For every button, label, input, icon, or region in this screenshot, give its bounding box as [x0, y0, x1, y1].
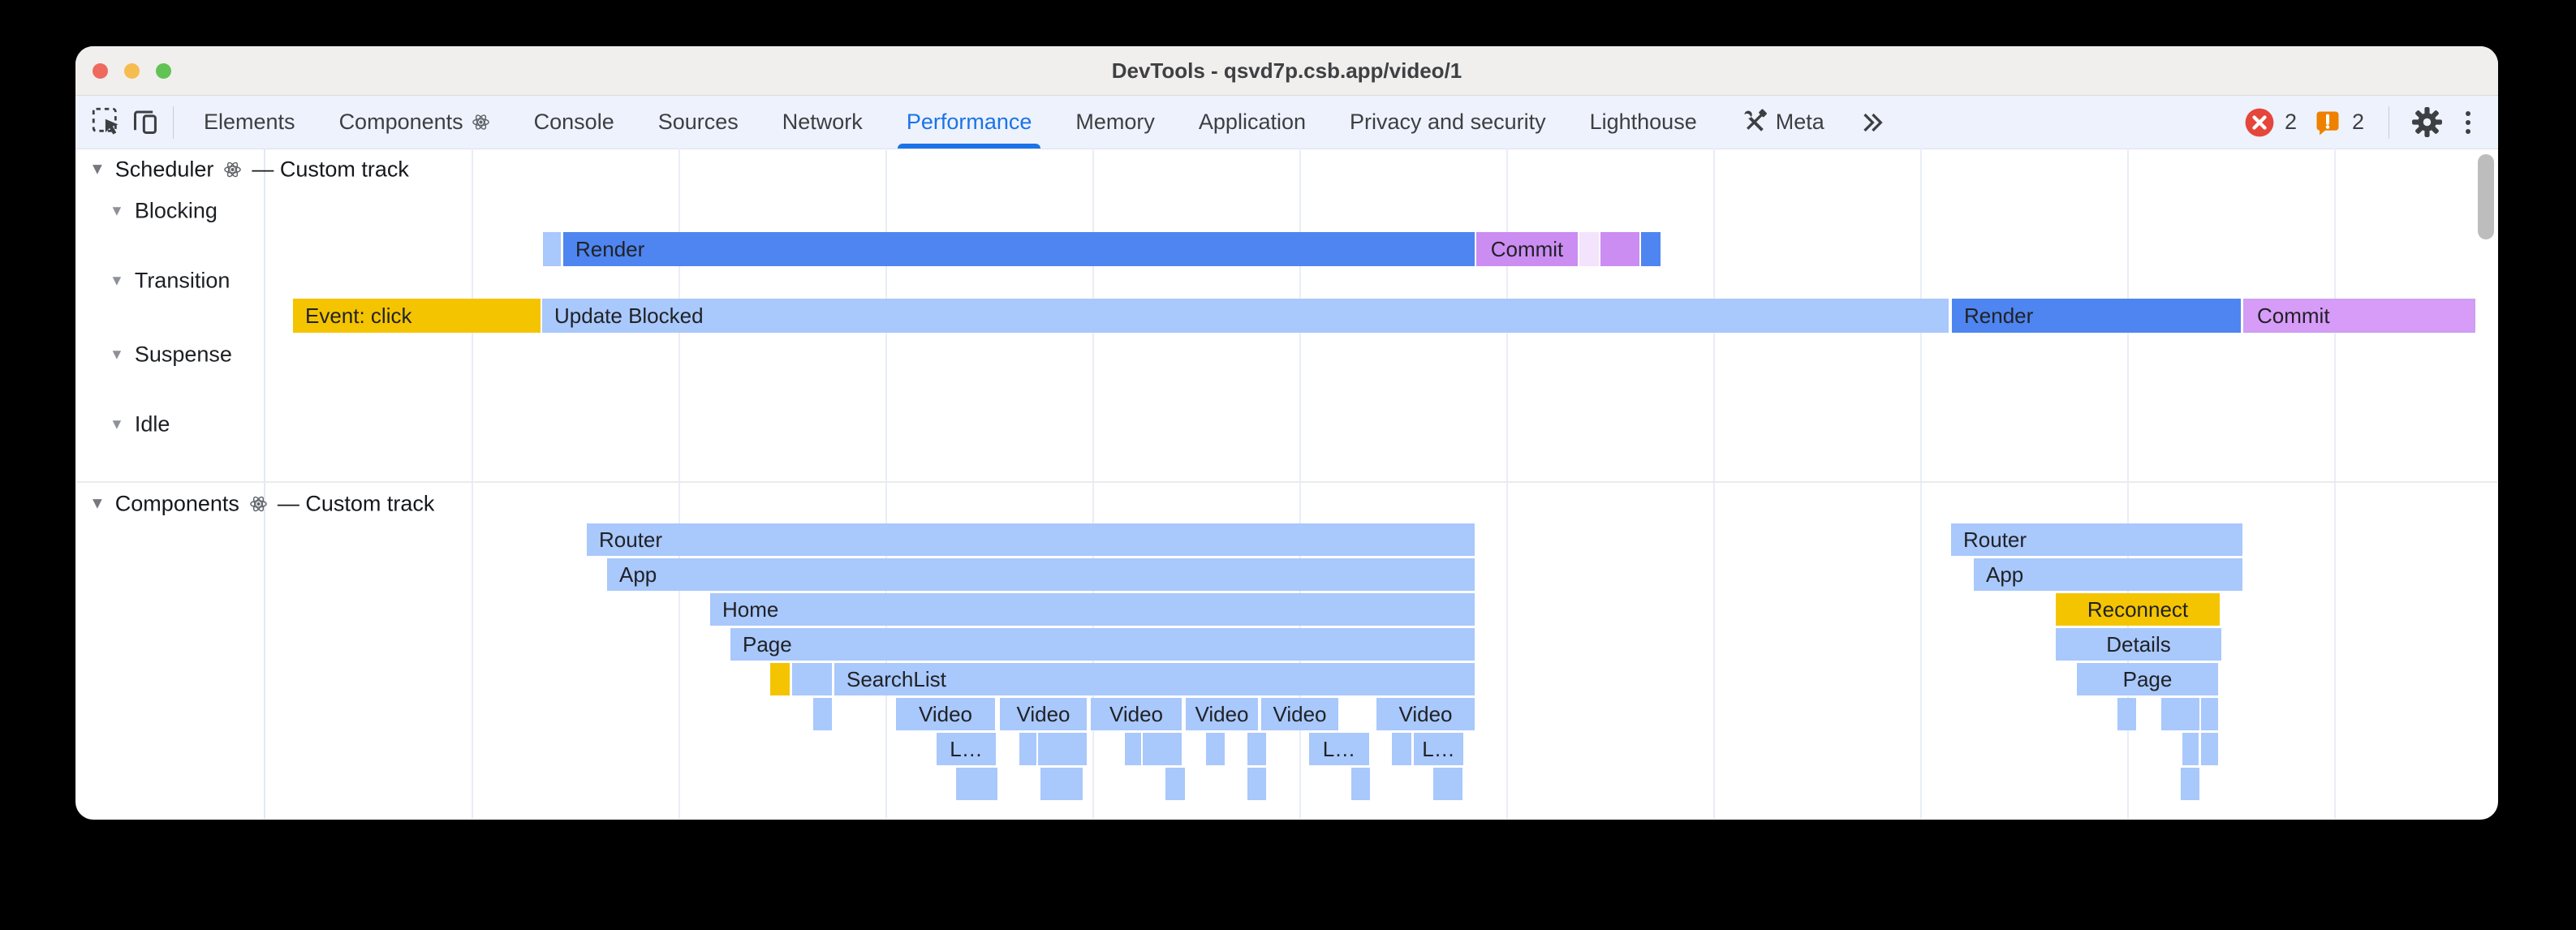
minimize-window-button[interactable]	[124, 62, 140, 79]
warning-count[interactable]: 2	[2351, 110, 2364, 134]
window-titlebar: DevTools - qsvd7p.csb.app/video/1	[75, 46, 2498, 96]
device-toolbar-icon[interactable]	[126, 103, 165, 142]
tab-label: Network	[782, 110, 863, 134]
tab-performance[interactable]: Performance	[885, 96, 1054, 149]
tab-label: Application	[1198, 110, 1306, 134]
close-window-button[interactable]	[93, 62, 108, 79]
warning-badge-icon[interactable]	[2313, 103, 2342, 142]
tab-label: Meta	[1775, 110, 1824, 134]
tab-console[interactable]: Console	[512, 96, 636, 149]
atom-icon	[472, 114, 489, 130]
devtools-window: DevTools - qsvd7p.csb.app/video/1 Elemen…	[75, 46, 2498, 820]
tab-label: Memory	[1075, 110, 1155, 134]
more-menu-kebab-icon[interactable]	[2456, 110, 2480, 134]
tab-memory[interactable]: Memory	[1053, 96, 1177, 149]
devtools-toolbar: Elements Components Console Sources Network…	[75, 96, 2498, 149]
inspect-icon[interactable]	[87, 103, 126, 142]
more-tabs-chevron-icon[interactable]	[1846, 96, 1897, 149]
tab-network[interactable]: Network	[760, 96, 885, 149]
window-title: DevTools - qsvd7p.csb.app/video/1	[1111, 58, 1462, 83]
tab-label: Performance	[906, 110, 1032, 134]
traffic-lights	[75, 62, 171, 79]
error-count[interactable]: 2	[2284, 110, 2297, 134]
tab-lighthouse[interactable]: Lighthouse	[1568, 96, 1719, 149]
tab-meta[interactable]: Meta	[1719, 96, 1846, 149]
tab-elements[interactable]: Elements	[182, 96, 317, 149]
selected-tab-underline	[897, 144, 1041, 149]
tools-icon	[1744, 109, 1767, 131]
tab-label: Elements	[204, 110, 295, 134]
tab-label: Privacy and security	[1350, 110, 1546, 134]
tab-privacy-and-security[interactable]: Privacy and security	[1328, 96, 1568, 149]
error-badge-icon[interactable]	[2244, 103, 2275, 142]
tab-label: Components	[338, 110, 463, 134]
tab-label: Sources	[657, 110, 739, 134]
tab-components[interactable]: Components	[317, 96, 512, 149]
toolbar-divider	[173, 105, 174, 139]
settings-gear-icon[interactable]	[2407, 103, 2446, 142]
tab-application[interactable]: Application	[1177, 96, 1328, 149]
tab-sources[interactable]: Sources	[636, 96, 760, 149]
zoom-window-button[interactable]	[156, 62, 171, 79]
panel-tabs: Elements Components Console Sources Network…	[182, 96, 1897, 149]
tab-label: Console	[533, 110, 614, 134]
toolbar-status-area: 2 2	[2244, 103, 2480, 142]
tab-label: Lighthouse	[1589, 110, 1697, 134]
